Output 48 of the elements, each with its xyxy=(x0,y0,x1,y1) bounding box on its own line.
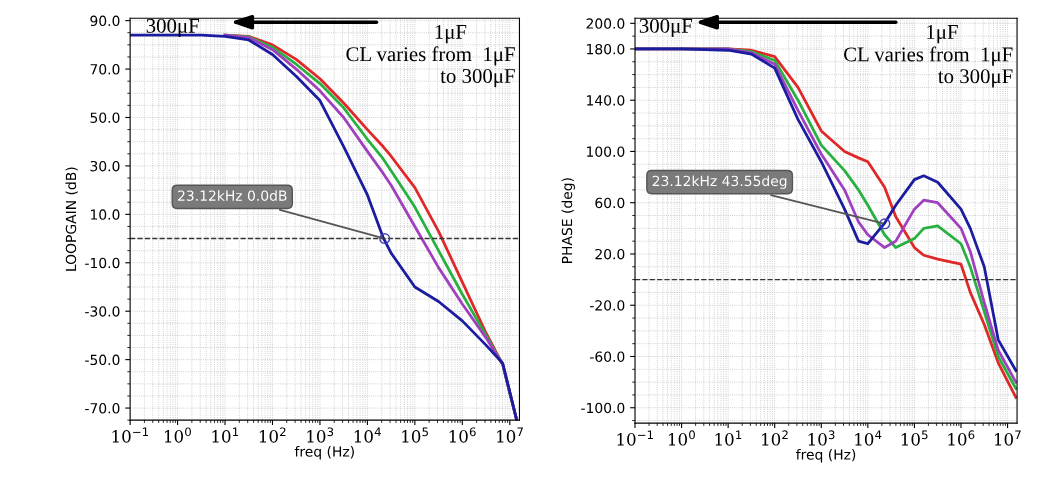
x-tick-label: 10$^{−1}$ xyxy=(112,427,149,443)
y-tick-label: 90.0 xyxy=(90,15,120,27)
y-tick-label: 200.0 xyxy=(586,18,625,29)
x-tick-label: 10$^{2}$ xyxy=(259,427,286,443)
x-tick-label: 10$^{6}$ xyxy=(948,430,975,446)
annotation: 300μF xyxy=(146,18,199,38)
y-tick-label: 60.0 xyxy=(595,197,625,209)
annotation: 1μF xyxy=(435,24,467,44)
y-tick-label: -50.0 xyxy=(85,354,120,366)
y-axis-title: PHASE (deg) xyxy=(561,178,575,263)
x-tick-label: 10$^{3}$ xyxy=(307,427,334,443)
annotation: 23.12kHz 0.0dB xyxy=(178,190,287,201)
y-tick-label: 140.0 xyxy=(587,95,625,106)
annotation: 300μF xyxy=(639,18,693,38)
x-tick-label: 10$^{1}$ xyxy=(715,430,742,446)
y-tick-label: -20.0 xyxy=(590,300,625,311)
y-tick-label: 10.0 xyxy=(91,209,120,220)
x-tick-label: 10$^{5}$ xyxy=(402,427,428,443)
y-tick-label: -60.0 xyxy=(590,351,625,362)
x-tick-label: 10$^{6}$ xyxy=(449,427,476,443)
x-tick-label: 10$^{4}$ xyxy=(354,427,381,443)
y-axis-title: LOOPGAIN (dB) xyxy=(65,167,78,271)
annotation: CL varies from 1μF to 300μF xyxy=(346,46,515,88)
y-tick-label: 100.0 xyxy=(587,146,625,157)
annotation: 23.12kHz 43.55deg xyxy=(652,175,787,189)
y-tick-label: 30.0 xyxy=(90,160,120,172)
y-tick-label: 70.0 xyxy=(90,64,120,75)
x-axis-title: freq (Hz) xyxy=(796,448,856,463)
x-tick-label: 10$^{5}$ xyxy=(901,430,928,446)
x-tick-label: 10$^{7}$ xyxy=(994,430,1021,446)
x-tick-label: 10$^{2}$ xyxy=(762,430,788,446)
x-tick-label: 10$^{0}$ xyxy=(164,427,191,443)
y-tick-label: -10.0 xyxy=(85,257,120,269)
y-tick-label: -100.0 xyxy=(581,402,625,414)
y-tick-label: 50.0 xyxy=(90,112,120,123)
y-tick-label: 180.0 xyxy=(587,43,625,55)
x-tick-label: 10$^{7}$ xyxy=(497,427,523,443)
x-tick-label: 10$^{1}$ xyxy=(212,427,239,443)
x-tick-label: 10$^{−1}$ xyxy=(617,430,653,446)
x-tick-label: 10$^{3}$ xyxy=(808,430,835,446)
annotation: 1μF xyxy=(927,24,958,44)
annotation: CL varies from 1μF to 300μF xyxy=(844,46,1013,88)
x-tick-label: 10$^{0}$ xyxy=(668,430,695,446)
y-tick-label: 20.0 xyxy=(595,248,625,260)
y-tick-label: -30.0 xyxy=(85,306,120,317)
x-axis-title: freq (Hz) xyxy=(294,446,354,460)
y-tick-label: -70.0 xyxy=(85,403,120,414)
x-tick-label: 10$^{4}$ xyxy=(855,430,882,446)
